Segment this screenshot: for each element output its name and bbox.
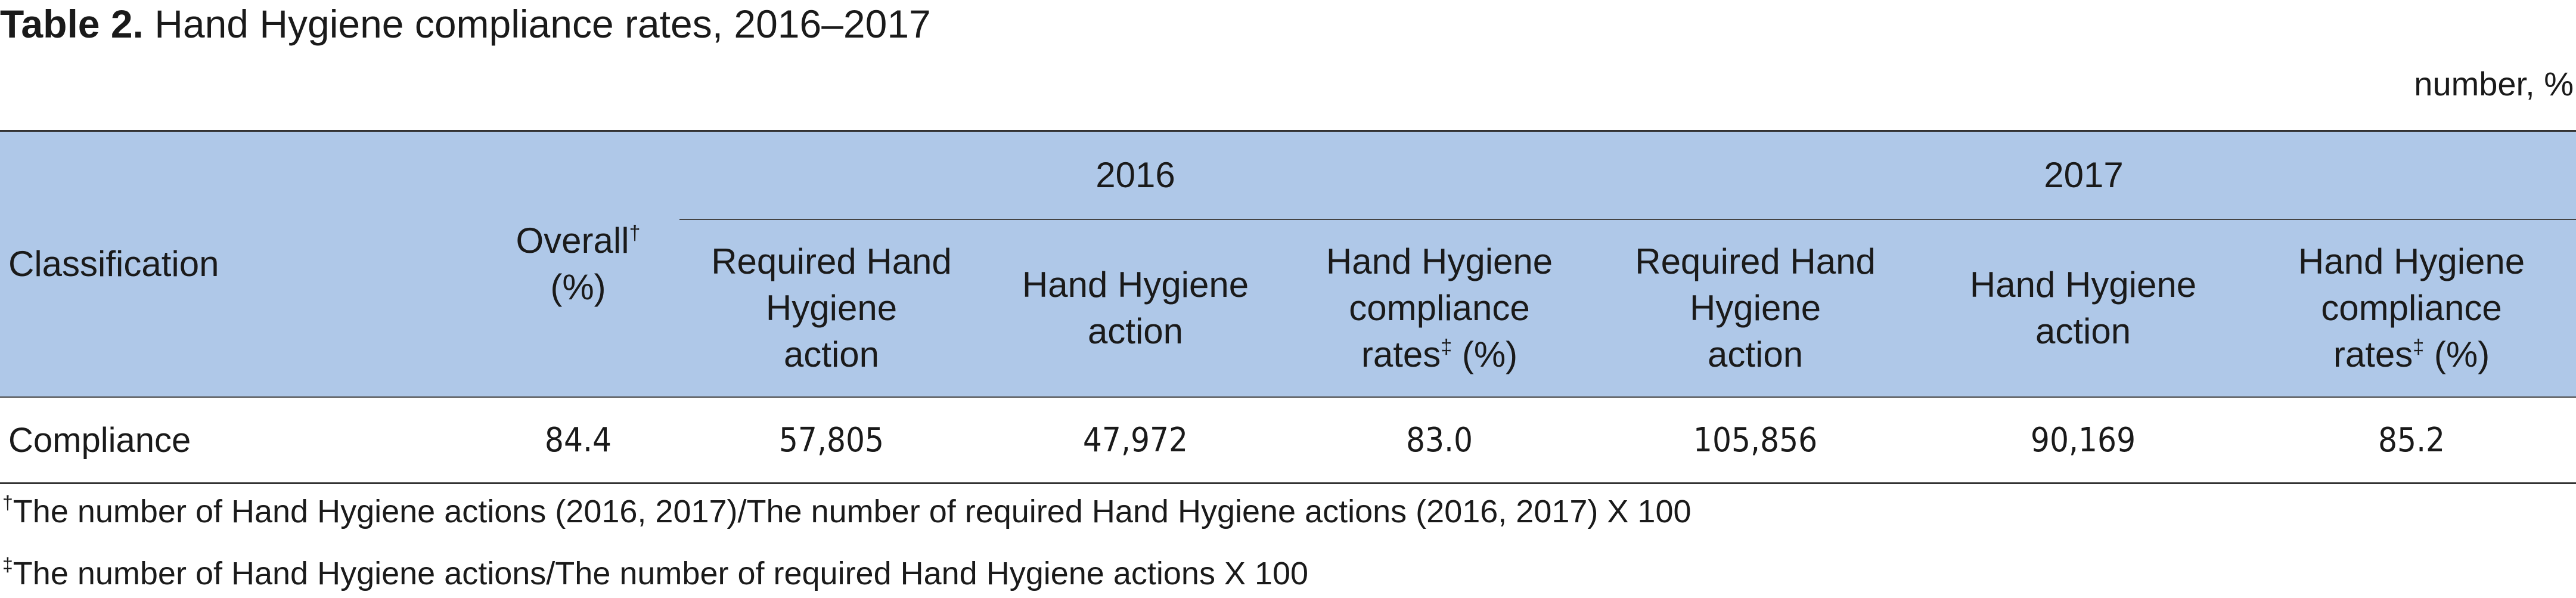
table-row: Compliance 84.4 57,805 47,972 83.0 105,8… [0,397,2576,484]
header-line: (%) [1461,334,1518,374]
header-year-2016: 2016 [679,130,1592,220]
cell-2016-action: 47,972 [983,397,1287,484]
table-title-text: Hand Hygiene compliance rates, 2016–2017 [143,2,931,46]
header-line: compliance [1349,288,1530,328]
header-line: Hand Hygiene [1022,265,1249,305]
header-line: Hand Hygiene [1326,241,1553,281]
header-line: Hygiene [765,288,898,328]
header-line: action [1707,334,1804,374]
dagger-mark: † [629,222,641,244]
header-line: compliance [2321,288,2502,328]
cell-2016-required: 57,805 [679,397,983,484]
cell-overall: 84.4 [477,397,679,484]
header-line: action [1087,311,1184,351]
footnote-text: The number of Hand Hygiene actions/The n… [13,556,1309,591]
table-title: Table 2. Hand Hygiene compliance rates, … [0,0,931,48]
header-line: Hand Hygiene [1969,265,2197,305]
unit-note: number, % [2414,65,2574,103]
footnote-dagger: †The number of Hand Hygiene actions (201… [2,492,1692,531]
cell-2017-required: 105,856 [1591,397,1920,484]
header-classification: Classification [0,130,477,398]
header-2016-action: Hand Hygiene action [983,219,1287,398]
ddagger-mark: ‡ [1441,336,1453,358]
header-line: action [783,334,880,374]
header-line: (%) [2434,334,2490,374]
table-title-label: Table 2. [0,2,144,46]
footnote-mark: ‡ [2,554,13,575]
header-2016-required: Required Hand Hygiene action [679,219,983,398]
header-line: Hygiene [1689,288,1821,328]
cell-2017-action: 90,169 [1919,397,2248,484]
header-2017-action: Hand Hygiene action [1919,219,2248,398]
footnote-ddagger: ‡The number of Hand Hygiene actions/The … [2,554,1308,593]
header-overall-unit: (%) [550,267,606,307]
row-label: Compliance [0,397,477,484]
cell-2017-rate: 85.2 [2247,397,2576,484]
footnote-mark: † [2,492,13,513]
header-line: Required Hand [711,241,952,281]
header-line: action [2035,311,2131,351]
header-line: rates [1361,334,1441,374]
compliance-table: Classification Overall† (%) 2016 2017 Re… [0,130,2576,484]
footnote-text: The number of Hand Hygiene actions (2016… [13,494,1692,529]
header-line: Required Hand [1635,241,1876,281]
ddagger-mark: ‡ [2413,336,2425,358]
header-2017-rate: Hand Hygiene compliance rates‡ (%) [2247,219,2576,398]
header-2016-rate: Hand Hygiene compliance rates‡ (%) [1287,219,1592,398]
header-line: Hand Hygiene [2298,241,2525,281]
header-line: rates [2333,334,2413,374]
cell-2016-rate: 83.0 [1287,397,1592,484]
header-overall-label: Overall [516,221,629,261]
header-year-2017: 2017 [1591,130,2576,220]
header-2017-required: Required Hand Hygiene action [1591,219,1920,398]
header-overall: Overall† (%) [477,130,679,398]
